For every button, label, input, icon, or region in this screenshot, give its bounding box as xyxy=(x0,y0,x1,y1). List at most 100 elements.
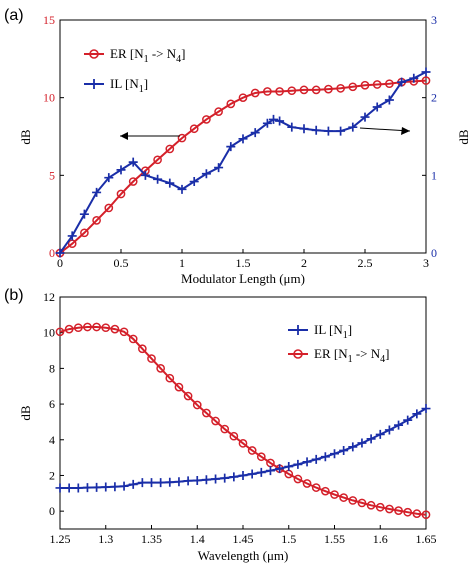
series-b-il-point xyxy=(394,420,404,430)
y-b-tick-label: 2 xyxy=(49,468,55,482)
x-b-tick-label: 1.55 xyxy=(324,532,345,546)
legend-b-il-entry: IL [N1] xyxy=(288,322,352,341)
series-b-il-point xyxy=(384,425,394,435)
y-right-a-tick-label: 0 xyxy=(431,246,437,260)
series-b-er-point xyxy=(293,474,303,484)
series-b-er-point xyxy=(128,334,138,344)
series-a-er-point xyxy=(92,216,101,225)
series-a-er-point xyxy=(311,85,321,95)
series-b-il-point xyxy=(220,473,230,483)
series-b-il-point xyxy=(183,476,193,486)
series-a-il-point xyxy=(177,184,187,194)
arrow-left-head xyxy=(120,132,128,140)
series-b-il-point xyxy=(137,478,147,488)
legend-a-er-mid: -> N xyxy=(149,46,177,61)
legend-a-il-sub1: 1 xyxy=(139,84,144,95)
y-axis-label-right-a: dB xyxy=(456,129,471,145)
series-b-il-point xyxy=(229,472,239,482)
panel-a-label: (a) xyxy=(4,7,24,24)
series-a-il-point xyxy=(226,142,236,152)
series-b-er-point xyxy=(339,493,348,502)
series-b-il-point xyxy=(284,462,294,472)
series-b-il-point xyxy=(247,469,257,479)
series-a-il-point xyxy=(336,126,346,136)
legend-b-er-main: ER [N xyxy=(314,346,348,361)
x-b-tick-label: 1.45 xyxy=(233,532,254,546)
series-a-il-point xyxy=(128,157,138,167)
series-b-il-point xyxy=(357,438,367,448)
series-b-il-point xyxy=(101,482,111,492)
x-axis-label-a: Modulator Length (μm) xyxy=(181,271,305,286)
series-b-er-point xyxy=(101,323,111,333)
legend-a-er-entry: ER [N1 -> N4] xyxy=(84,46,186,65)
legend-a-er-label: ER [N1 -> N4] xyxy=(110,46,186,65)
series-a-er-point xyxy=(238,93,248,103)
series-b-il-point xyxy=(375,429,385,439)
series-b-er-point xyxy=(366,500,376,510)
legend-a-il-main: IL [N xyxy=(110,76,139,91)
series-b-il-point xyxy=(320,452,330,462)
series-a-il-line xyxy=(59,71,427,254)
series-b-il-point xyxy=(302,457,312,467)
series-a-il-point xyxy=(116,165,126,175)
x-axis-label-b: Wavelength (μm) xyxy=(198,548,289,563)
legend-b-il-label: IL [N1] xyxy=(314,322,352,341)
series-b-er-point xyxy=(165,373,175,383)
y-b-tick-label: 6 xyxy=(49,397,55,411)
series-a-il-point xyxy=(372,102,382,112)
series-b-er-point xyxy=(394,506,403,515)
series-b-er-point xyxy=(412,509,422,519)
legend-a-er-marker xyxy=(89,49,99,59)
x-b-tick-label: 1.25 xyxy=(50,532,71,546)
series-b-er-point xyxy=(375,502,385,512)
series-a-il-point xyxy=(275,116,285,126)
legend-b-er-marker xyxy=(293,349,303,359)
series-a-er-point xyxy=(299,85,309,95)
series-b-er-point xyxy=(421,510,431,520)
series-b-il-point xyxy=(119,481,129,491)
series-a-il-point xyxy=(92,187,102,197)
series-a-er-point xyxy=(348,82,358,92)
series-b-er-point xyxy=(321,486,330,496)
x-a-tick-label: 3 xyxy=(423,256,429,270)
series-b-er-point xyxy=(357,498,367,508)
series-a-il-point xyxy=(165,178,175,188)
legend-a-er-sub1: 1 xyxy=(144,54,149,65)
y-left-a-tick-label: 5 xyxy=(49,168,55,182)
series-a-er-point xyxy=(80,228,89,238)
series-a-il-point xyxy=(238,134,248,144)
plot-frame-b xyxy=(59,296,427,530)
series-b-er-point xyxy=(119,327,129,337)
y-left-a-tick-label: 10 xyxy=(43,91,55,105)
legend-a-il-end: ] xyxy=(144,76,148,91)
legend-b-er-sub1: 1 xyxy=(348,354,353,365)
y-b-tick-label: 12 xyxy=(43,290,55,304)
series-b-er-point xyxy=(256,452,266,462)
x-b-tick-label: 1.6 xyxy=(373,532,388,546)
series-b-er-point xyxy=(229,431,239,441)
legend-b-er-end: ] xyxy=(385,346,389,361)
series-b-er-point xyxy=(192,400,202,410)
series-b-er-point xyxy=(202,408,211,418)
series-a-il-point xyxy=(214,163,224,173)
series-a-er-point xyxy=(287,86,297,96)
series-b-il-point xyxy=(256,467,266,477)
series-a-il-point xyxy=(189,177,199,187)
legend-b-il-marker xyxy=(293,325,303,335)
y-right-a-tick-label: 2 xyxy=(431,91,437,105)
series-b-er-point xyxy=(110,324,120,334)
y-right-a-tick-label: 1 xyxy=(431,168,437,182)
series-a-il-point xyxy=(67,231,77,241)
series-a-il-point xyxy=(311,125,321,135)
y-left-a-tick-label: 0 xyxy=(49,246,55,260)
series-a xyxy=(55,67,431,258)
series-b-er-point xyxy=(55,327,65,337)
series-b-il-point xyxy=(293,459,303,469)
x-a-tick-label: 0.5 xyxy=(114,256,129,270)
legend-a: ER [N1 -> N4] IL [N1] xyxy=(84,46,186,95)
x-b-tick-label: 1.35 xyxy=(141,532,162,546)
annotation-arrow-right xyxy=(359,127,411,135)
y-axis-label-b: dB xyxy=(18,405,33,421)
y-b-tick-label: 8 xyxy=(49,361,55,375)
